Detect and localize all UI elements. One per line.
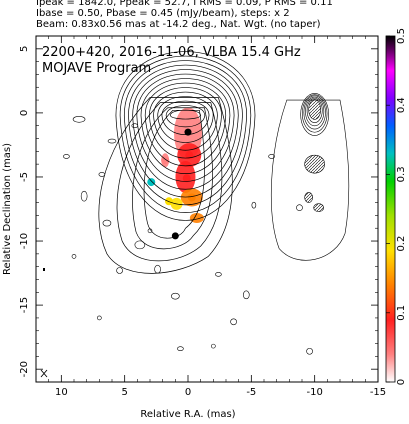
y-tick-label: -20 xyxy=(19,361,30,377)
colorbar-tick-label: 0.3 xyxy=(396,166,407,182)
pol-panel-contour xyxy=(306,97,323,123)
noise-contour xyxy=(147,228,153,234)
core-contour xyxy=(132,69,239,190)
core-contour xyxy=(153,91,218,151)
core-contour xyxy=(128,64,243,198)
noise-contour xyxy=(230,318,237,326)
axis-ticks: 10 5 0 -5 -10 -15 5 0 -5 -10 -15 -20 xyxy=(19,35,386,398)
core-contour xyxy=(169,109,202,120)
y-tick-label: -15 xyxy=(19,297,30,313)
pol-panel-hatch xyxy=(304,154,325,174)
polarization-blob xyxy=(189,212,204,223)
polarization-point xyxy=(161,156,170,165)
x-tick-label: -10 xyxy=(306,387,322,398)
noise-contour xyxy=(63,154,70,159)
polarization-point xyxy=(182,174,191,183)
chart-subtitle: MOJAVE Program xyxy=(42,61,151,76)
pol-panel-contour xyxy=(308,99,321,120)
total-intensity-contours xyxy=(98,51,256,274)
header-stats-line-1: Ipeak = 1842.0, Ppeak = 52.7, I RMS = 0.… xyxy=(36,0,333,8)
plot-frame xyxy=(35,35,379,383)
colorbar-tick-label: 0.4 xyxy=(396,97,407,113)
noise-contour xyxy=(98,172,106,177)
polarization-point xyxy=(165,197,173,206)
colorbar-tick-label: 0.5 xyxy=(396,28,407,44)
core-contour xyxy=(161,100,210,135)
polarization-point xyxy=(184,128,192,136)
colorbar-tick-label: 0.1 xyxy=(396,305,407,321)
edge-marker xyxy=(43,268,45,271)
jet-contour xyxy=(143,109,205,239)
core-contour xyxy=(165,105,206,128)
core-contour xyxy=(136,73,235,182)
y-tick-label: 5 xyxy=(19,46,30,52)
core-contour xyxy=(157,96,214,143)
noise-contour xyxy=(211,343,216,349)
polarization-point xyxy=(147,178,156,187)
colorbar-tick-label: 0 xyxy=(396,379,407,385)
jet-contour xyxy=(132,107,213,250)
colorbar xyxy=(385,35,396,383)
y-tick-label: -10 xyxy=(19,233,30,249)
x-axis-label: Relative R.A. (mas) xyxy=(140,409,235,420)
core-contour xyxy=(144,82,227,166)
y-tick-label: 0 xyxy=(19,110,30,116)
noise-contour xyxy=(134,240,146,250)
core-contour xyxy=(140,78,231,174)
noise-contour xyxy=(296,204,303,212)
noise-contours xyxy=(63,115,313,355)
beam-marker xyxy=(40,369,48,378)
pol-panel-contour xyxy=(305,96,325,127)
x-tick-label: 5 xyxy=(121,387,127,398)
x-tick-label: -15 xyxy=(370,387,386,398)
y-tick-label: -5 xyxy=(19,172,30,182)
noise-contour xyxy=(251,201,257,209)
pol-panel-contour xyxy=(301,94,328,133)
noise-contour xyxy=(97,315,102,321)
colorbar-tick-label: 0.2 xyxy=(396,236,407,252)
y-axis-label: Relative Declination (mas) xyxy=(2,143,13,275)
core-contour xyxy=(149,87,222,159)
noise-contour xyxy=(154,264,161,274)
noise-contour xyxy=(131,123,139,129)
chart-title: 2200+420, 2016-11-06, VLBA 15.4 GHz xyxy=(42,45,301,60)
x-tick-label: 0 xyxy=(185,387,191,398)
jet-contour xyxy=(116,102,223,262)
noise-contour xyxy=(72,115,86,123)
noise-contour xyxy=(177,346,184,351)
polarization-contour-panel xyxy=(271,93,350,261)
noise-contour xyxy=(242,290,250,300)
x-tick-label: -5 xyxy=(246,387,256,398)
pol-panel-contour xyxy=(300,93,329,136)
core-contour xyxy=(115,51,256,221)
core-contour xyxy=(123,60,247,205)
contour-layer xyxy=(63,51,350,355)
polarization-point xyxy=(187,193,196,202)
polarization-color-layer xyxy=(147,107,204,240)
noise-contour xyxy=(215,272,222,277)
noise-contour xyxy=(306,347,313,355)
header-beam-line: Beam: 0.83x0.56 mas at -14.2 deg., Nat. … xyxy=(36,19,321,30)
noise-contour xyxy=(71,254,77,259)
pol-panel-envelope xyxy=(271,99,350,261)
pol-panel-hatch xyxy=(304,192,313,203)
noise-contour xyxy=(171,292,180,300)
noise-contour xyxy=(80,190,88,202)
core-contour xyxy=(119,55,252,214)
noise-contour xyxy=(116,267,123,274)
pol-panel-hatch xyxy=(313,203,324,213)
noise-contour xyxy=(102,219,112,227)
polarization-point xyxy=(185,151,194,160)
pol-panel-contour xyxy=(303,95,326,130)
noise-contour xyxy=(268,154,275,159)
noise-contour xyxy=(107,138,117,144)
header-stats-line-2: Ibase = 0.50, Pbase = 0.45 (mJy/beam), s… xyxy=(36,8,290,19)
x-tick-label: 10 xyxy=(55,387,68,398)
colorbar-ticks: 0 0.1 0.2 0.3 0.4 0.5 xyxy=(386,28,407,385)
